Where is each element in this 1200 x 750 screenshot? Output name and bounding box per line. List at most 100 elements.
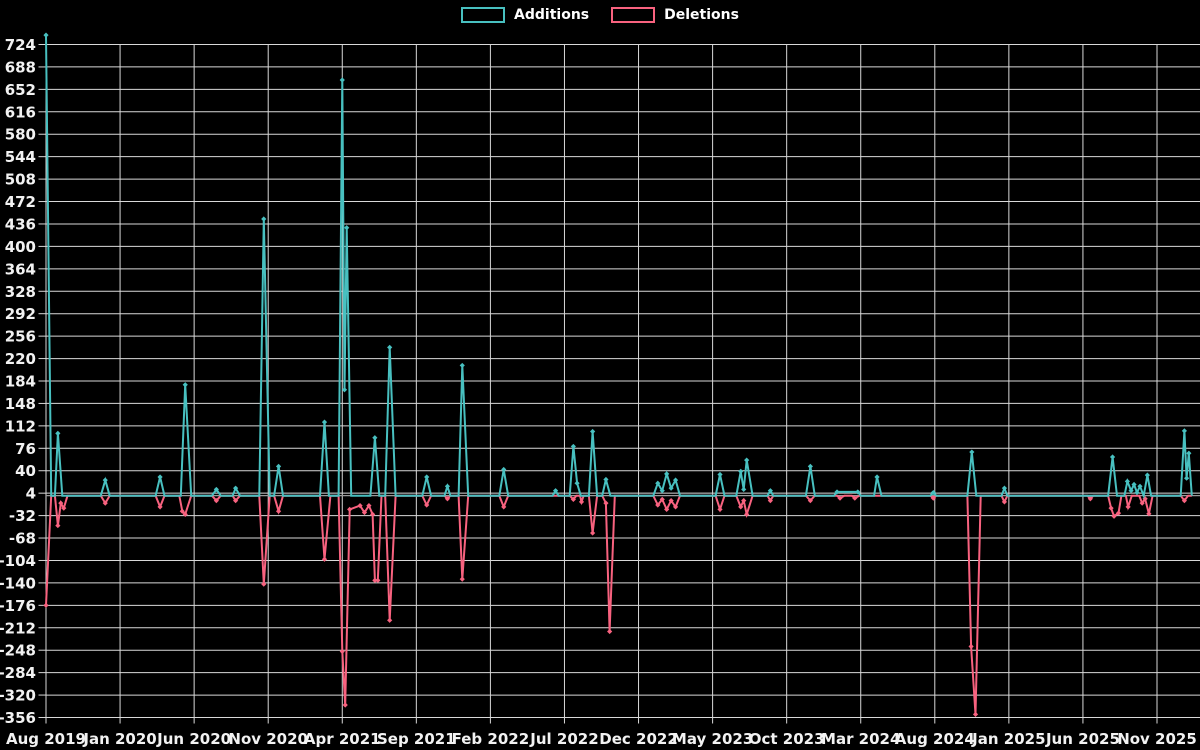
data-point-diamond-icon [1139, 500, 1145, 506]
data-point-diamond-icon [375, 577, 381, 584]
y-tick-label: 616 [5, 103, 36, 121]
data-point-diamond-icon [1001, 485, 1008, 491]
data-point-diamond-icon [182, 511, 188, 517]
x-tick-label: Oct 2023 [749, 730, 825, 748]
data-point-diamond-icon [717, 471, 723, 478]
data-point-diamond-icon [387, 344, 393, 350]
data-point-diamond-icon [233, 485, 239, 491]
y-tick-label: -176 [0, 597, 36, 615]
data-point-diamond-icon [1184, 475, 1190, 481]
data-point-diamond-icon [1108, 505, 1114, 511]
x-tick-label: Jun 2025 [1045, 730, 1120, 748]
x-tick-label: Nov 2025 [1117, 730, 1197, 748]
data-point-diamond-icon [339, 77, 345, 83]
data-point-diamond-icon [807, 463, 813, 469]
legend-item-additions[interactable]: Additions [461, 7, 589, 23]
data-point-diamond-icon [43, 32, 49, 38]
y-tick-label: 256 [5, 328, 36, 346]
y-axis-labels: 724 688 652 616 580 544 508 472 436 400 364 328 292 2… [0, 36, 36, 727]
x-tick-label: Jun 2020 [156, 730, 231, 748]
data-point-diamond-icon [182, 382, 188, 388]
data-point-diamond-icon [655, 480, 661, 486]
data-point-diamond-icon [570, 443, 576, 450]
y-tick-label: -284 [0, 664, 36, 682]
data-point-diamond-icon [213, 486, 219, 493]
data-point-diamond-icon [968, 643, 974, 650]
data-point-diamond-icon [366, 503, 372, 509]
data-point-diamond-icon [837, 495, 843, 501]
data-point-diamond-icon [852, 495, 858, 501]
data-point-diamond-icon [1134, 489, 1140, 496]
x-tick-label: Nov 2020 [228, 730, 308, 748]
data-point-diamond-icon [387, 617, 393, 623]
data-point-diamond-icon [102, 477, 108, 483]
data-point-diamond-icon [1001, 499, 1008, 505]
data-point-diamond-icon [1128, 488, 1134, 494]
data-point-diamond-icon [659, 488, 665, 494]
y-tick-label: 4 [26, 485, 36, 503]
data-point-diamond-icon [672, 504, 679, 510]
data-point-diamond-icon [655, 502, 661, 508]
data-point-diamond-icon [767, 498, 773, 504]
data-point-diamond-icon [767, 488, 773, 494]
data-point-diamond-icon [339, 648, 345, 655]
data-point-diamond-icon [275, 463, 282, 469]
data-point-diamond-icon [1109, 454, 1116, 460]
data-point-diamond-icon [424, 474, 430, 480]
data-point-diamond-icon [1181, 428, 1188, 434]
data-point-diamond-icon [930, 489, 936, 496]
y-tick-label: 400 [5, 238, 36, 256]
data-point-diamond-icon [321, 419, 328, 425]
data-point-diamond-icon [444, 496, 451, 502]
data-point-diamond-icon [744, 511, 750, 517]
legend-item-deletions[interactable]: Deletions [611, 7, 739, 23]
deletions-swatch-icon [611, 7, 656, 23]
x-tick-label: Feb 2022 [452, 730, 530, 748]
y-tick-label: -140 [0, 574, 36, 592]
y-tick-label: 292 [5, 305, 36, 323]
y-tick-label: -356 [0, 709, 36, 727]
data-point-diamond-icon [61, 505, 67, 511]
data-point-diamond-icon [664, 471, 670, 477]
x-tick-label: Mar 2024 [821, 730, 900, 748]
data-point-diamond-icon [1131, 481, 1137, 488]
y-tick-label: 688 [5, 58, 36, 76]
y-tick-label: -212 [0, 619, 36, 637]
data-point-diamond-icon [459, 576, 465, 582]
y-tick-label: -32 [9, 507, 36, 525]
data-point-diamond-icon [664, 506, 670, 512]
y-tick-label: 328 [5, 283, 36, 301]
x-tick-label: Jan 2020 [82, 730, 156, 748]
data-point-diamond-icon [969, 449, 975, 455]
data-point-diamond-icon [361, 509, 368, 516]
y-tick-label: 508 [5, 171, 36, 189]
data-point-diamond-icon [1181, 498, 1188, 504]
deletions-series [43, 494, 1192, 717]
data-point-diamond-icon [744, 457, 750, 463]
additions-line [45, 35, 1193, 500]
additions-swatch-icon [461, 7, 506, 23]
data-point-diamond-icon [157, 504, 163, 510]
x-tick-label: Jul 2022 [529, 730, 598, 748]
chart-legend: Additions Deletions [0, 7, 1200, 23]
data-point-diamond-icon [55, 522, 61, 529]
data-point-diamond-icon [501, 504, 507, 510]
data-point-diamond-icon [738, 504, 744, 510]
x-tick-label: Dec 2022 [599, 730, 678, 748]
data-point-diamond-icon [590, 428, 596, 435]
data-point-diamond-icon [1087, 496, 1093, 502]
y-tick-label: -320 [0, 687, 36, 705]
data-point-diamond-icon [668, 498, 674, 504]
data-point-diamond-icon [570, 496, 576, 502]
data-point-diamond-icon [807, 498, 813, 504]
data-point-diamond-icon [738, 468, 744, 474]
data-point-diamond-icon [741, 486, 747, 493]
data-point-diamond-icon [459, 362, 465, 369]
data-point-diamond-icon [972, 711, 979, 717]
data-point-diamond-icon [1144, 472, 1150, 478]
data-point-diamond-icon [55, 430, 61, 436]
data-point-diamond-icon [370, 511, 376, 517]
y-tick-label: 112 [5, 417, 36, 435]
data-point-diamond-icon [590, 530, 596, 536]
